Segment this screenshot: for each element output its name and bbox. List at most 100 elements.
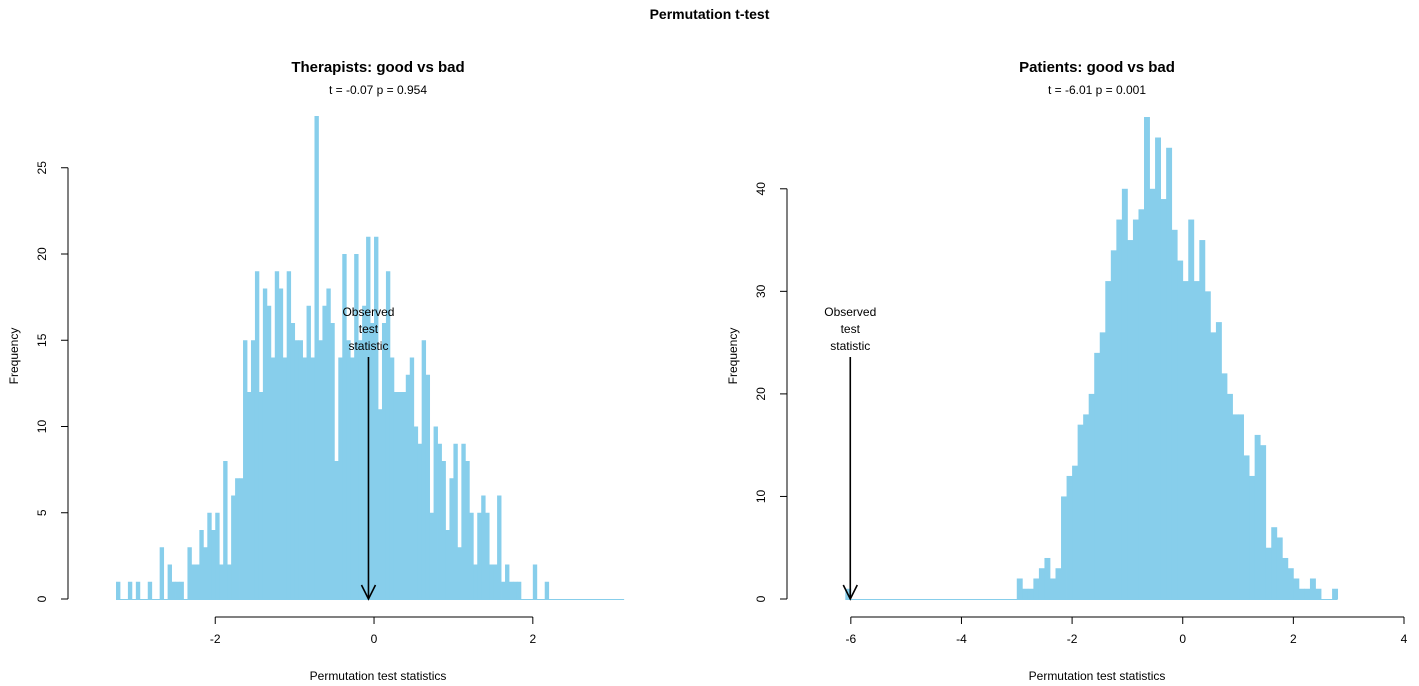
y-tick-label: 10 (35, 420, 49, 434)
histogram-bar (1027, 588, 1034, 599)
observed-arrowhead (842, 584, 858, 601)
histogram-bar (421, 340, 427, 599)
histogram-bar (473, 564, 478, 599)
histogram-bar (270, 357, 276, 599)
histogram-bar (306, 305, 311, 599)
histogram-bar (1066, 475, 1073, 599)
histogram-bar (231, 495, 236, 599)
histogram-bar (505, 564, 510, 599)
histogram-bar (1199, 240, 1206, 599)
histogram-bar (199, 530, 204, 599)
histogram-bar (227, 564, 232, 599)
y-tick-label: 40 (754, 182, 768, 196)
histogram-bar (477, 512, 482, 599)
histogram-bar (203, 547, 208, 599)
histogram-bar (1332, 588, 1339, 599)
chart-therapists: Therapists: good vs bad t = -0.07 p = 0.… (7, 59, 625, 683)
histogram-bar (346, 340, 351, 599)
histogram-bar (298, 340, 303, 599)
histogram-bar (310, 357, 315, 599)
histogram-bar (425, 374, 431, 599)
histogram-bar (314, 116, 319, 599)
histogram-bar (437, 443, 442, 599)
histogram-bar (211, 530, 216, 599)
x-tick-label: -2 (1067, 632, 1078, 646)
histogram-bar (1094, 352, 1101, 599)
histogram-bar (1038, 568, 1045, 599)
histogram-bar (1204, 291, 1211, 599)
histogram-bar (1238, 414, 1244, 599)
histogram-bar (135, 581, 141, 599)
y-axis-label: Frequency (7, 328, 21, 385)
histogram-bar (354, 254, 359, 599)
histogram-bar (1166, 147, 1173, 599)
histogram-bar (433, 426, 438, 599)
histogram-bar (223, 461, 228, 599)
histogram-bar (469, 512, 474, 599)
histogram-bar (544, 581, 550, 599)
histogram-bar (334, 461, 339, 599)
histogram-bar (1215, 322, 1222, 599)
histogram-bar (338, 357, 343, 599)
histogram-bar (258, 392, 264, 599)
histogram-bar (1287, 568, 1294, 599)
histogram-bar (381, 323, 387, 599)
histogram-bar (1072, 465, 1079, 599)
histogram-bar (481, 495, 486, 599)
histogram-bar (1099, 332, 1106, 599)
x-tick-label: -2 (210, 632, 221, 646)
y-tick-label: 0 (754, 595, 768, 602)
observed-label: statistic (830, 339, 870, 353)
bars-group (845, 117, 1339, 600)
y-tick-label: 20 (754, 387, 768, 401)
histogram-bar (1110, 250, 1117, 599)
histogram-bar (175, 581, 180, 599)
x-tick-label: -4 (956, 632, 967, 646)
histogram-bar (159, 547, 165, 599)
observed-label: Observed (824, 305, 876, 319)
histogram-bar (457, 547, 462, 599)
x-tick-label: -6 (845, 632, 856, 646)
chart-subtitle: t = -0.07 p = 0.954 (329, 83, 427, 97)
histogram-bar (1083, 414, 1090, 599)
histogram-bar (266, 305, 272, 599)
histogram-bar (262, 288, 268, 599)
page-title: Permutation t-test (649, 6, 770, 22)
histogram-bar (1171, 229, 1178, 599)
histogram-bar (219, 564, 224, 599)
histogram-bar (1249, 475, 1256, 599)
chart-title: Patients: good vs bad (1019, 59, 1175, 76)
histogram-bar (378, 409, 383, 599)
histogram-bar (1276, 537, 1283, 599)
histogram-bar (239, 478, 244, 599)
histogram-bar (1132, 219, 1139, 600)
histogram-bar (1315, 588, 1322, 599)
histogram-bar (179, 581, 184, 599)
histogram-bar (461, 443, 466, 599)
histogram-bar (195, 564, 200, 599)
histogram-bar (374, 236, 379, 599)
histogram-bar (127, 581, 133, 599)
x-tick-label: 0 (371, 632, 378, 646)
observed-arrowhead (360, 584, 377, 601)
observed-label: test (359, 322, 379, 336)
x-axis-label: Permutation test statistics (310, 669, 447, 683)
histogram-bar (1182, 281, 1189, 599)
histogram-bar (207, 512, 212, 599)
histogram-bar (1210, 332, 1217, 599)
observed-label: statistic (348, 339, 388, 353)
histogram-bar (445, 530, 450, 599)
histogram-bar (167, 564, 172, 599)
histogram-bar (147, 581, 153, 599)
x-tick-label: 2 (529, 632, 536, 646)
histogram-bar (512, 581, 518, 599)
histogram-bar (509, 581, 514, 599)
histogram-bar (1016, 578, 1023, 599)
histogram-bar (497, 495, 502, 599)
histogram-bar (250, 340, 256, 599)
histogram-bar (286, 271, 292, 599)
histogram-bar (1193, 281, 1200, 599)
histogram-bar (516, 581, 522, 599)
histogram-bar (1077, 424, 1084, 599)
histogram-bar (302, 357, 307, 599)
